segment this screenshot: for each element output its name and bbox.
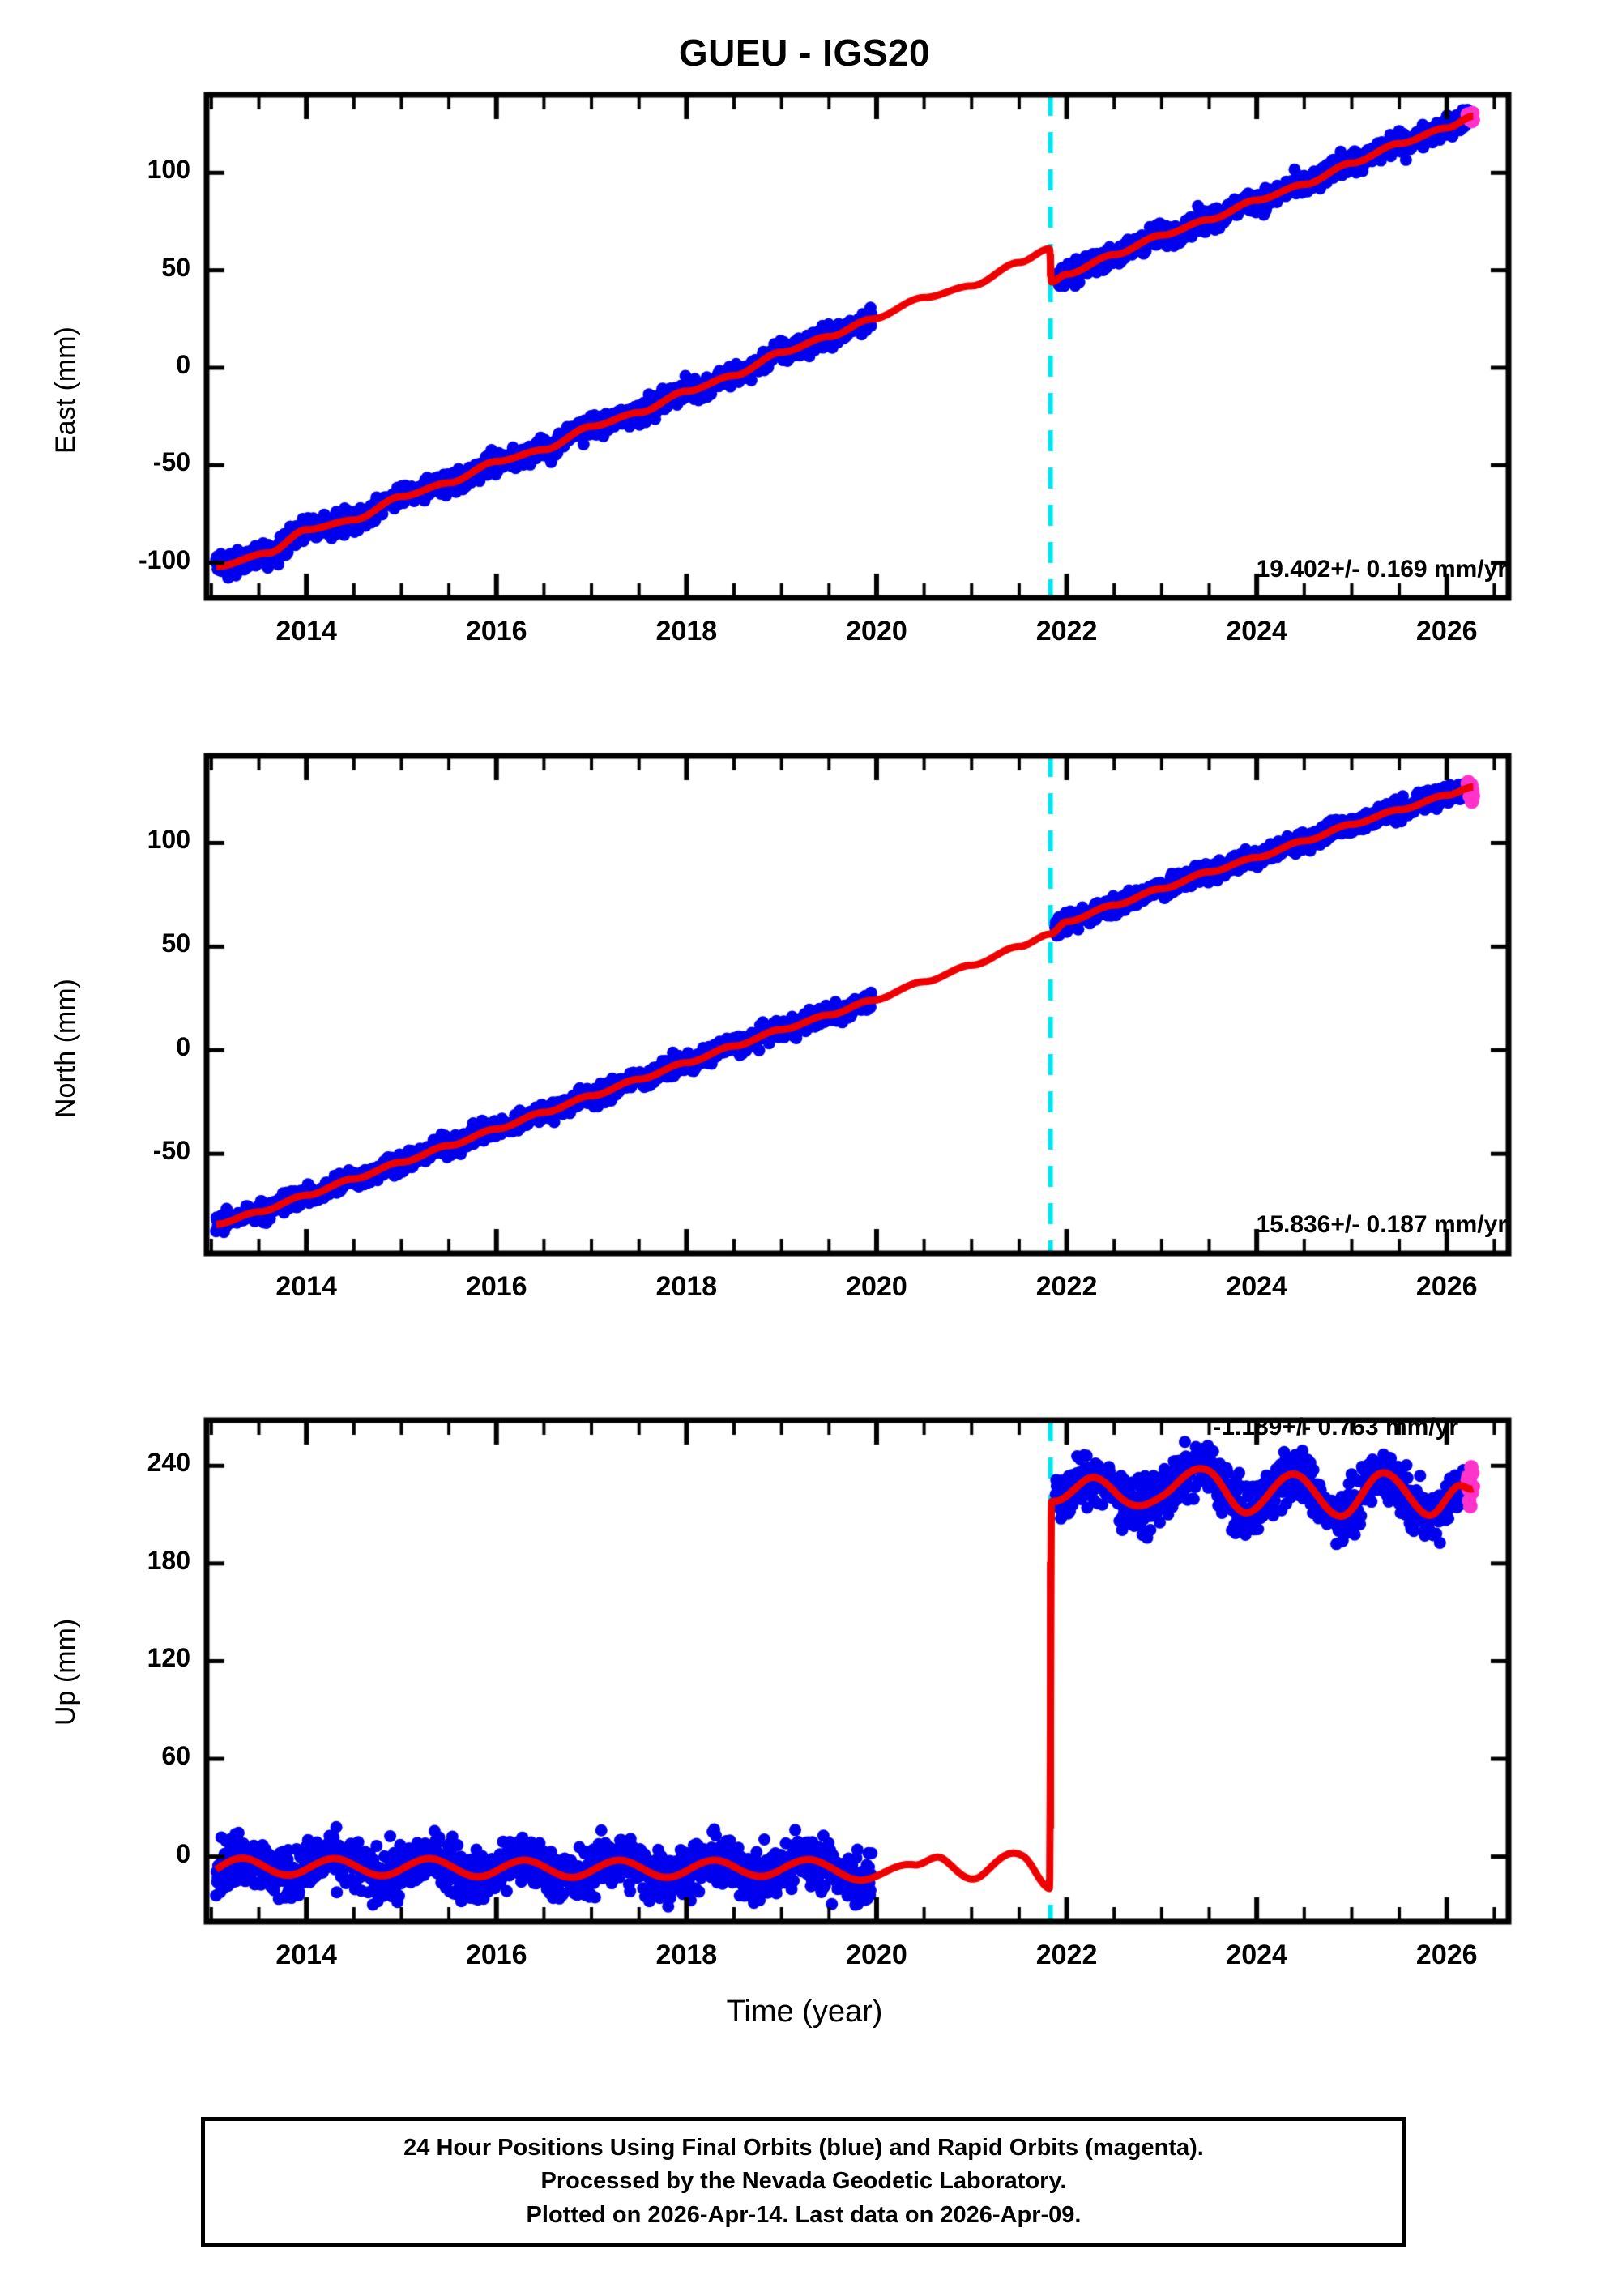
y-tick-label-east: 50 — [161, 252, 190, 282]
y-tick-label-up: 0 — [176, 1838, 190, 1868]
caption-box: 24 Hour Positions Using Final Orbits (bl… — [201, 2117, 1406, 2247]
y-tick-label-up: 120 — [147, 1643, 190, 1673]
y-tick-label-east: 100 — [147, 155, 190, 185]
x-tick-label-2022: 2022 — [1035, 1940, 1098, 1970]
x-tick-label-2020: 2020 — [846, 616, 907, 647]
x-tick-label-2024: 2024 — [1226, 616, 1287, 647]
caption-line-dates: Plotted on 2026-Apr-14. Last data on 202… — [526, 2201, 1082, 2228]
x-tick-label-2018: 2018 — [655, 616, 718, 647]
y-tick-label-up: 180 — [147, 1545, 190, 1575]
x-tick-label-2024: 2024 — [1226, 1940, 1287, 1970]
x-tick-label-2020: 2020 — [846, 1940, 907, 1970]
rate-annotation-north: 15.836+/- 0.187 mm/yr — [1256, 1211, 1507, 1238]
caption-line-orbits: 24 Hour Positions Using Final Orbits (bl… — [403, 2135, 1204, 2162]
x-tick-label-2016: 2016 — [465, 1940, 527, 1970]
y-tick-label-north: 100 — [147, 825, 190, 855]
x-tick-label-2016: 2016 — [465, 1271, 527, 1302]
page-title: GUEU - IGS20 — [678, 32, 931, 74]
x-tick-label-2026: 2026 — [1415, 1271, 1478, 1302]
caption-line-processor: Processed by the Nevada Geodetic Laborat… — [540, 2168, 1067, 2195]
x-tick-label-2026: 2026 — [1415, 616, 1478, 647]
x-tick-label-2016: 2016 — [465, 616, 527, 647]
y-tick-label-east: 0 — [176, 349, 190, 379]
x-tick-label-2024: 2024 — [1226, 1271, 1287, 1302]
y-tick-label-north: -50 — [152, 1136, 190, 1166]
y-tick-label-east: -100 — [138, 544, 190, 574]
x-tick-label-2020: 2020 — [846, 1271, 907, 1302]
y-tick-label-up: 240 — [147, 1448, 190, 1478]
rate-annotation-up: -1.189+/- 0.763 mm/yr — [1213, 1414, 1458, 1440]
x-tick-label-2014: 2014 — [275, 616, 337, 647]
y-axis-title-east: East (mm) — [50, 326, 81, 454]
x-tick-label-2022: 2022 — [1035, 1271, 1098, 1302]
x-axis-title: Time (year) — [726, 1995, 883, 2029]
x-tick-label-2022: 2022 — [1035, 616, 1098, 647]
x-tick-label-2014: 2014 — [275, 1271, 337, 1302]
x-tick-label-2026: 2026 — [1415, 1940, 1478, 1970]
y-tick-label-up: 60 — [161, 1741, 190, 1771]
y-tick-label-east: -50 — [152, 447, 190, 477]
rate-annotation-east: 19.402+/- 0.169 mm/yr — [1256, 556, 1507, 583]
x-tick-label-2018: 2018 — [655, 1271, 718, 1302]
y-tick-label-north: 0 — [176, 1032, 190, 1062]
y-tick-label-north: 50 — [161, 928, 190, 958]
x-tick-label-2018: 2018 — [655, 1940, 718, 1970]
x-tick-label-2014: 2014 — [275, 1940, 337, 1970]
